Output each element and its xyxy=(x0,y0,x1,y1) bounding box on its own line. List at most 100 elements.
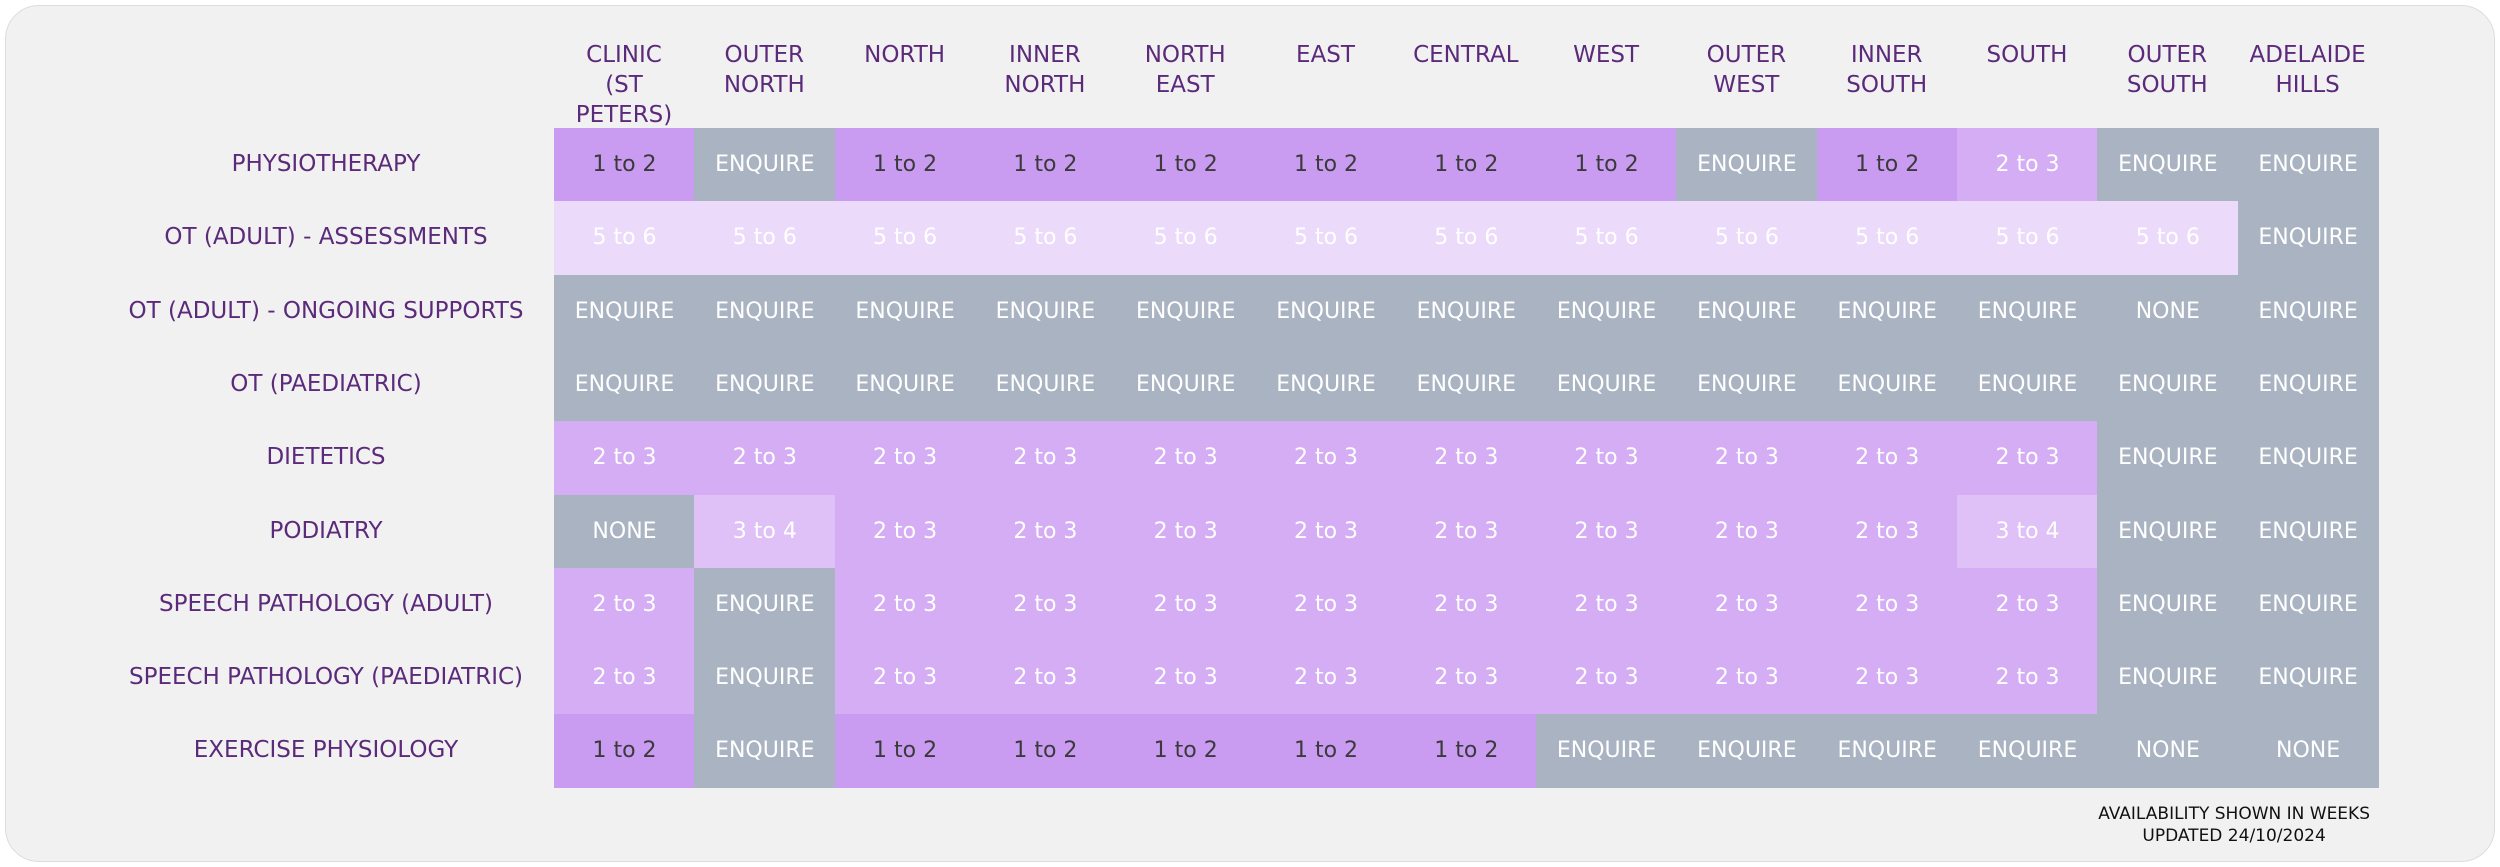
availability-cell: 2 to 3 xyxy=(974,567,1116,642)
column-header: INNER NORTH xyxy=(1004,42,1086,98)
availability-cell: NONE xyxy=(554,494,695,569)
availability-cell: 2 to 3 xyxy=(834,421,976,496)
column-header: OUTER NORTH xyxy=(723,42,805,98)
availability-cell: 5 to 6 xyxy=(1255,201,1397,276)
availability-cell: 5 to 6 xyxy=(1536,201,1678,276)
column-header: CLINIC (ST PETERS) xyxy=(575,42,673,128)
availability-cell: 2 to 3 xyxy=(1816,567,1958,642)
availability-cell: 2 to 3 xyxy=(1115,641,1257,716)
availability-cell: NONE xyxy=(2097,714,2239,789)
availability-cell: 2 to 3 xyxy=(1115,494,1257,569)
availability-cell: ENQUIRE xyxy=(694,274,836,349)
availability-cell: ENQUIRE xyxy=(694,714,836,789)
availability-cell: ENQUIRE xyxy=(694,567,836,642)
availability-cell: 2 to 3 xyxy=(1255,421,1397,496)
availability-cell: ENQUIRE xyxy=(1676,128,1818,202)
availability-cell: 2 to 3 xyxy=(554,567,695,642)
availability-cell: ENQUIRE xyxy=(2097,567,2239,642)
availability-cell: ENQUIRE xyxy=(1395,347,1537,422)
availability-cell: 2 to 3 xyxy=(1115,567,1257,642)
availability-cell: 2 to 3 xyxy=(834,567,976,642)
availability-cell: ENQUIRE xyxy=(1957,714,2098,789)
availability-cell: 2 to 3 xyxy=(1957,641,2098,716)
availability-cell: ENQUIRE xyxy=(2097,128,2239,202)
availability-cell: ENQUIRE xyxy=(554,274,695,349)
availability-cell: ENQUIRE xyxy=(2237,347,2379,422)
availability-cell: ENQUIRE xyxy=(2237,641,2379,716)
availability-cell: 2 to 3 xyxy=(1395,421,1537,496)
availability-cell: ENQUIRE xyxy=(1676,274,1818,349)
availability-cell: 2 to 3 xyxy=(1816,494,1958,569)
availability-cell: 5 to 6 xyxy=(1816,201,1958,276)
availability-cell: 2 to 3 xyxy=(554,641,695,716)
availability-cell: 2 to 3 xyxy=(1536,421,1678,496)
availability-cell: ENQUIRE xyxy=(1676,347,1818,422)
availability-cell: NONE xyxy=(2097,274,2239,349)
availability-cell: 1 to 2 xyxy=(974,128,1116,202)
availability-cell: 3 to 4 xyxy=(694,494,836,569)
availability-cell: ENQUIRE xyxy=(2097,494,2239,569)
availability-cell: 2 to 3 xyxy=(1816,641,1958,716)
availability-cell: 1 to 2 xyxy=(1395,128,1537,202)
availability-cell: 5 to 6 xyxy=(974,201,1116,276)
column-header: WEST xyxy=(1573,42,1640,68)
column-header: INNER SOUTH xyxy=(1846,42,1928,98)
availability-cell: 2 to 3 xyxy=(1395,641,1537,716)
row-label: OT (PAEDIATRIC) xyxy=(230,370,422,397)
availability-cell: 1 to 2 xyxy=(834,128,976,202)
availability-cell: 2 to 3 xyxy=(1676,494,1818,569)
availability-cell: ENQUIRE xyxy=(1115,347,1257,422)
column-header: NORTH xyxy=(864,42,946,68)
availability-cell: ENQUIRE xyxy=(1816,714,1958,789)
availability-cell: ENQUIRE xyxy=(2237,567,2379,642)
availability-cell: ENQUIRE xyxy=(834,274,976,349)
availability-cell: NONE xyxy=(2237,714,2379,789)
column-header: SOUTH xyxy=(1986,42,2068,68)
column-header: EAST xyxy=(1296,42,1355,68)
availability-cell: ENQUIRE xyxy=(2237,421,2379,496)
availability-cell: 2 to 3 xyxy=(834,494,976,569)
row-label: DIETETICS xyxy=(266,444,386,471)
availability-cell: 2 to 3 xyxy=(974,641,1116,716)
availability-cell: ENQUIRE xyxy=(2097,347,2239,422)
availability-cell: 2 to 3 xyxy=(974,421,1116,496)
availability-cell: ENQUIRE xyxy=(974,347,1116,422)
availability-cell: ENQUIRE xyxy=(1816,347,1958,422)
availability-cell: 1 to 2 xyxy=(834,714,976,789)
availability-cell: ENQUIRE xyxy=(1255,274,1397,349)
availability-cell: 2 to 3 xyxy=(1536,494,1678,569)
row-label: PODIATRY xyxy=(269,517,383,544)
availability-cell: ENQUIRE xyxy=(2237,274,2379,349)
availability-cell: 2 to 3 xyxy=(1816,421,1958,496)
availability-cell: 2 to 3 xyxy=(1395,567,1537,642)
availability-cell: 5 to 6 xyxy=(554,201,695,276)
availability-cell: 2 to 3 xyxy=(1957,567,2098,642)
availability-cell: 2 to 3 xyxy=(1676,421,1818,496)
availability-cell: ENQUIRE xyxy=(1395,274,1537,349)
availability-cell: 1 to 2 xyxy=(1395,714,1537,789)
availability-cell: ENQUIRE xyxy=(1255,347,1397,422)
row-label: OT (ADULT) - ONGOING SUPPORTS xyxy=(128,297,524,324)
availability-cell: ENQUIRE xyxy=(2097,641,2239,716)
availability-cell: ENQUIRE xyxy=(1816,274,1958,349)
availability-cell: 1 to 2 xyxy=(554,128,695,202)
availability-panel: AVAILABILITY SHOWN IN WEEKS UPDATED 24/1… xyxy=(5,5,2495,862)
availability-cell: 1 to 2 xyxy=(554,714,695,789)
availability-cell: ENQUIRE xyxy=(1536,347,1678,422)
column-header: NORTH EAST xyxy=(1144,42,1226,98)
availability-cell: 2 to 3 xyxy=(1255,641,1397,716)
availability-cell: ENQUIRE xyxy=(1536,714,1678,789)
availability-cell: ENQUIRE xyxy=(974,274,1116,349)
availability-cell: 1 to 2 xyxy=(1255,128,1397,202)
availability-cell: 1 to 2 xyxy=(1115,714,1257,789)
availability-cell: ENQUIRE xyxy=(2237,128,2379,202)
availability-cell: ENQUIRE xyxy=(834,347,976,422)
availability-cell: 5 to 6 xyxy=(1957,201,2098,276)
availability-cell: 5 to 6 xyxy=(1676,201,1818,276)
column-header: CENTRAL xyxy=(1413,42,1519,68)
availability-cell: ENQUIRE xyxy=(2097,421,2239,496)
footer-line: AVAILABILITY SHOWN IN WEEKS xyxy=(2098,804,2370,824)
availability-cell: 5 to 6 xyxy=(694,201,836,276)
availability-cell: 2 to 3 xyxy=(1536,567,1678,642)
availability-cell: 3 to 4 xyxy=(1957,494,2098,569)
